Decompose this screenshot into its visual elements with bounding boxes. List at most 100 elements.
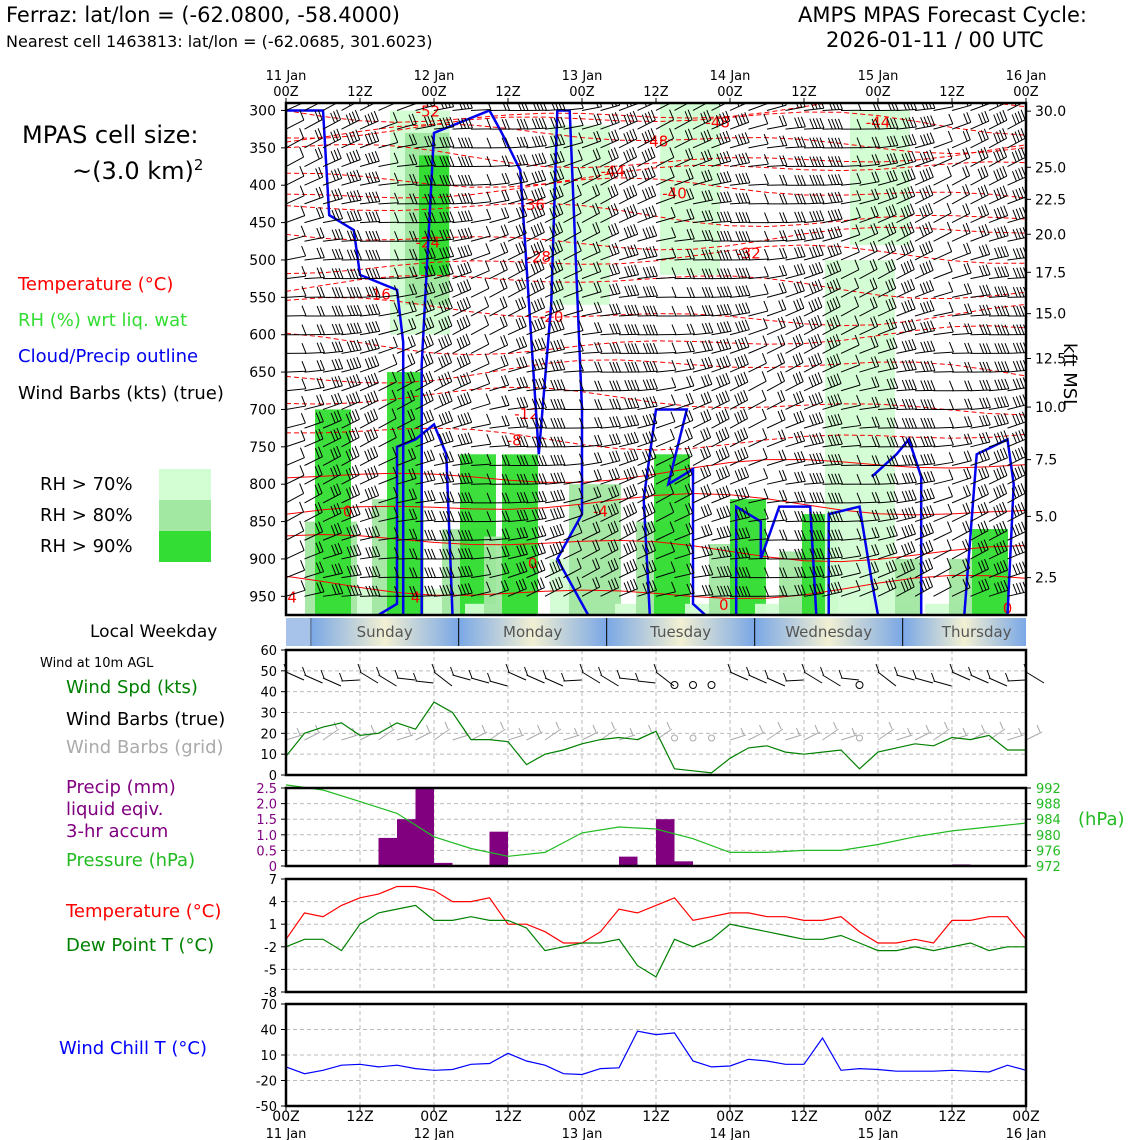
- wind-barb-flag: [885, 225, 891, 236]
- wind-barb-flag: [870, 357, 876, 368]
- wind-barb: [396, 283, 418, 298]
- wind-barb-shaft: [877, 517, 898, 523]
- wind-barb: [637, 465, 656, 485]
- wind-barb: [766, 135, 788, 149]
- wind-barb-flag: [641, 189, 647, 201]
- wind-barb: [341, 524, 362, 541]
- wind-barb: [729, 231, 751, 242]
- wind-barb-flag: [930, 360, 936, 371]
- wind-barb-flag: [923, 134, 929, 145]
- wind-barb: [896, 116, 917, 130]
- wind-barb-shaft: [563, 586, 582, 597]
- wind-barb: [748, 586, 769, 597]
- wind-barb-shaft: [452, 462, 473, 467]
- wind-barb-flag: [734, 413, 740, 424]
- wind-barb-flag: [610, 185, 616, 197]
- wind-barb: [470, 529, 492, 541]
- wind-barb-flag: [742, 547, 748, 558]
- wind-barb-flag: [623, 170, 629, 181]
- wind-barb-flag: [337, 91, 341, 101]
- wind-barb: [896, 558, 915, 579]
- wind-barb-flag: [579, 417, 584, 429]
- wind-barb-flag: [499, 316, 505, 328]
- wind-barb-flag: [946, 221, 952, 233]
- wind-barb-shaft: [359, 347, 380, 354]
- wind-barb-flag: [334, 583, 340, 595]
- wind-barb-flag: [671, 267, 677, 278]
- wind-barb-flag: [875, 455, 880, 466]
- wind-barb-shaft: [840, 269, 860, 280]
- wind-barb-flag: [300, 225, 306, 236]
- wind-barb-flag: [812, 584, 818, 595]
- wind-barb-flag: [816, 192, 822, 204]
- wind-barb-flag: [901, 509, 907, 520]
- wind-barb-flag: [965, 129, 971, 140]
- wind-barb-flag: [922, 187, 928, 199]
- wind-barb-shaft: [544, 464, 566, 467]
- wind-barb: [470, 564, 492, 579]
- wind-barb-shaft: [970, 441, 991, 448]
- wind-barb: [822, 156, 843, 168]
- wind-barb-flag: [335, 341, 340, 352]
- wind-barb: [877, 204, 897, 224]
- wind-barb-flag: [523, 154, 529, 165]
- wind-barb-flag: [534, 171, 540, 182]
- wind-barb-shaft: [563, 176, 582, 186]
- wind-barb: [378, 112, 398, 130]
- wind-barb: [674, 341, 695, 354]
- wind-barb-flag: [422, 374, 428, 385]
- wind-barb: [507, 526, 529, 541]
- wind-barb-flag: [333, 149, 339, 160]
- wind-barb-flag: [319, 206, 325, 218]
- wind-barb-flag: [642, 208, 648, 220]
- wind-barb-shaft: [711, 201, 732, 205]
- wind-barb: [877, 377, 899, 392]
- wind-barb-flag: [351, 428, 357, 440]
- wind-barb-shaft: [692, 239, 713, 242]
- wind-barb: [803, 174, 825, 186]
- wind-barb-flag: [442, 229, 448, 241]
- wind-barb: [341, 229, 362, 242]
- wind-barb-flag: [926, 341, 932, 352]
- wind-barb-flag: [375, 191, 381, 202]
- wind-barb-flag: [980, 541, 986, 552]
- wind-barb-flag: [516, 545, 522, 557]
- wind-barb-flag: [833, 354, 839, 366]
- wind-barb: [304, 247, 325, 261]
- wind-barb: [970, 578, 990, 597]
- wind-barb-flag: [967, 380, 973, 391]
- wind-barb-flag: [888, 223, 894, 235]
- wind-barb-flag: [412, 193, 418, 204]
- wind-barb-flag: [834, 174, 840, 185]
- wind-barb-shaft: [526, 145, 547, 149]
- wind-barb-flag: [468, 511, 473, 522]
- wind-barb: [359, 390, 379, 410]
- wind-barb-flag: [981, 205, 987, 216]
- wind-barb: [286, 447, 305, 466]
- wind-barb-shaft: [729, 294, 750, 298]
- wind-barb-flag: [837, 413, 843, 425]
- wind-barb-flag: [642, 247, 648, 259]
- wind-barb-flag: [350, 210, 356, 222]
- wind-barb-flag: [627, 380, 633, 391]
- wind-barb: [600, 129, 620, 149]
- wind-barb: [563, 558, 582, 579]
- wind-barb-flag: [335, 229, 340, 240]
- wind-barb: [581, 399, 603, 410]
- wind-barb-flag: [627, 285, 633, 296]
- wind-barb-flag: [623, 133, 629, 144]
- wind-barb-shaft: [433, 255, 454, 261]
- wind-barb-flag: [910, 278, 916, 290]
- cell-size-value: ~(3.0 km)2: [72, 156, 203, 185]
- wind-barb-flag: [721, 410, 727, 421]
- wind-barb-flag: [426, 103, 429, 108]
- wind-barb-flag: [886, 398, 892, 409]
- wind-barb: [470, 260, 490, 280]
- wind-barb: [286, 109, 305, 130]
- wind-barb: [322, 168, 343, 186]
- wind-barb-flag: [812, 492, 818, 503]
- wind-barb-shaft: [970, 389, 991, 392]
- wind-barb: [840, 435, 862, 448]
- wind-barb: [526, 297, 546, 317]
- wind-barb-flag: [412, 567, 418, 578]
